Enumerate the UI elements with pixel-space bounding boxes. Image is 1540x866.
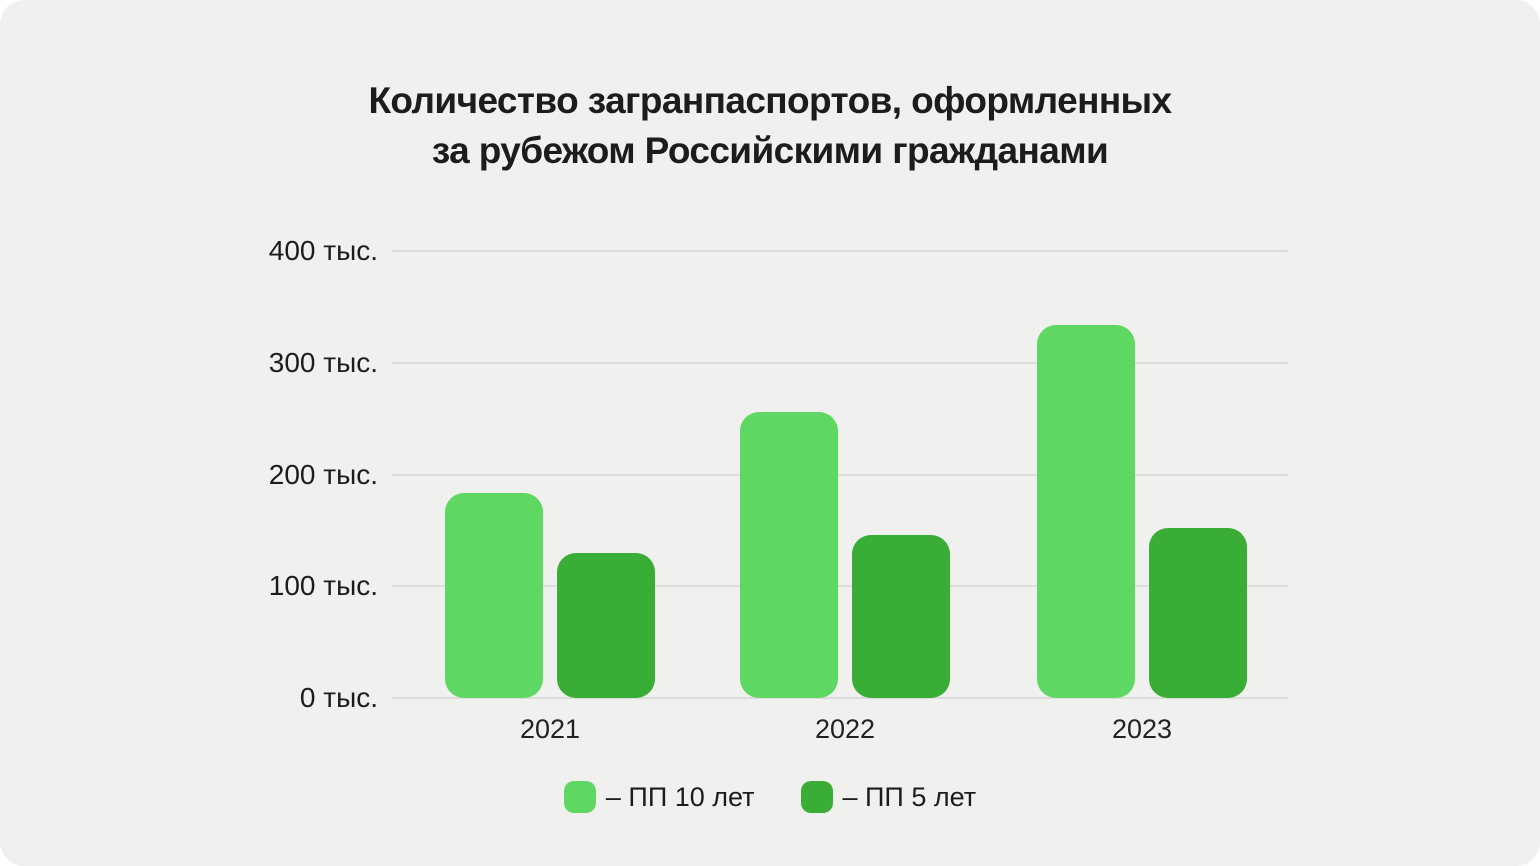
legend-swatch-pp10	[563, 781, 596, 813]
bar-pp10-2022	[740, 411, 838, 698]
gridline-0	[392, 697, 1288, 699]
x-axis-label-2023: 2023	[1111, 714, 1173, 744]
bar-pp10-2021	[445, 493, 543, 698]
legend-item-pp10: – ПП 10 лет	[563, 781, 755, 813]
bar-pp5-2021	[557, 552, 655, 698]
y-axis-tick-label-200: 200 тыс.	[268, 458, 378, 490]
y-axis-tick-label-100: 100 тыс.	[268, 570, 378, 602]
y-axis-tick-label-300: 300 тыс.	[268, 346, 378, 378]
chart-legend: – ПП 10 лет – ПП 5 лет	[0, 781, 1540, 813]
gridline-400	[392, 250, 1288, 252]
x-axis-label-2022: 2022	[814, 714, 876, 744]
legend-label-pp10: – ПП 10 лет	[605, 781, 755, 812]
x-axis-label-2021: 2021	[519, 714, 581, 744]
gridline-100	[392, 585, 1288, 588]
legend-label-pp5: – ПП 5 лет	[842, 781, 977, 812]
chart-title: Количество загранпаспортов, оформленных …	[0, 76, 1540, 176]
y-axis-tick-label-400: 400 тыс.	[268, 235, 378, 266]
gridline-200	[392, 473, 1288, 476]
bar-pp10-2023	[1037, 324, 1135, 698]
bar-pp5-2022	[852, 534, 950, 698]
legend-item-pp5: – ПП 5 лет	[800, 781, 977, 813]
legend-swatch-pp5	[800, 781, 833, 813]
bar-pp5-2023	[1149, 528, 1247, 698]
chart-title-line-1: Количество загранпаспортов, оформленных	[368, 80, 1172, 121]
gridline-300	[392, 361, 1288, 364]
chart-title-line-2: за рубежом Российскими гражданами	[431, 130, 1109, 171]
y-axis-tick-label-0: 0 тыс.	[299, 682, 378, 713]
